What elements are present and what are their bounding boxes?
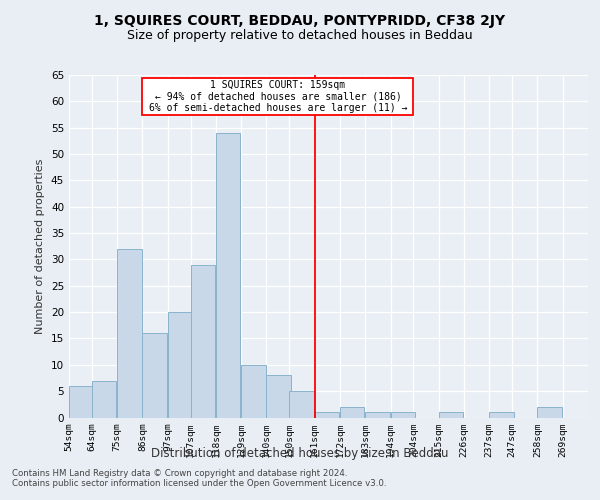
Bar [168,312,192,418]
Text: Size of property relative to detached houses in Beddau: Size of property relative to detached ho… [127,29,473,42]
Text: Distribution of detached houses by size in Beddau: Distribution of detached houses by size … [151,448,449,460]
Bar [216,133,241,418]
Bar [315,412,339,418]
Text: Contains public sector information licensed under the Open Government Licence v3: Contains public sector information licen… [12,479,386,488]
Bar [117,249,142,418]
Text: 1, SQUIRES COURT, BEDDAU, PONTYPRIDD, CF38 2JY: 1, SQUIRES COURT, BEDDAU, PONTYPRIDD, CF… [94,14,506,28]
Text: 6% of semi-detached houses are larger (11) →: 6% of semi-detached houses are larger (1… [149,103,407,113]
FancyBboxPatch shape [142,78,413,114]
Y-axis label: Number of detached properties: Number of detached properties [35,158,46,334]
Bar [340,407,364,418]
Bar [489,412,514,418]
Bar [142,333,167,417]
Bar [69,386,94,418]
Text: Contains HM Land Registry data © Crown copyright and database right 2024.: Contains HM Land Registry data © Crown c… [12,469,347,478]
Bar [439,412,463,418]
Bar [365,412,389,418]
Bar [538,407,562,418]
Bar [266,376,291,418]
Text: ← 94% of detached houses are smaller (186): ← 94% of detached houses are smaller (18… [155,92,401,102]
Bar [289,391,314,417]
Bar [241,365,266,418]
Bar [191,264,215,418]
Text: 1 SQUIRES COURT: 159sqm: 1 SQUIRES COURT: 159sqm [211,80,346,90]
Bar [92,380,116,418]
Bar [391,412,415,418]
